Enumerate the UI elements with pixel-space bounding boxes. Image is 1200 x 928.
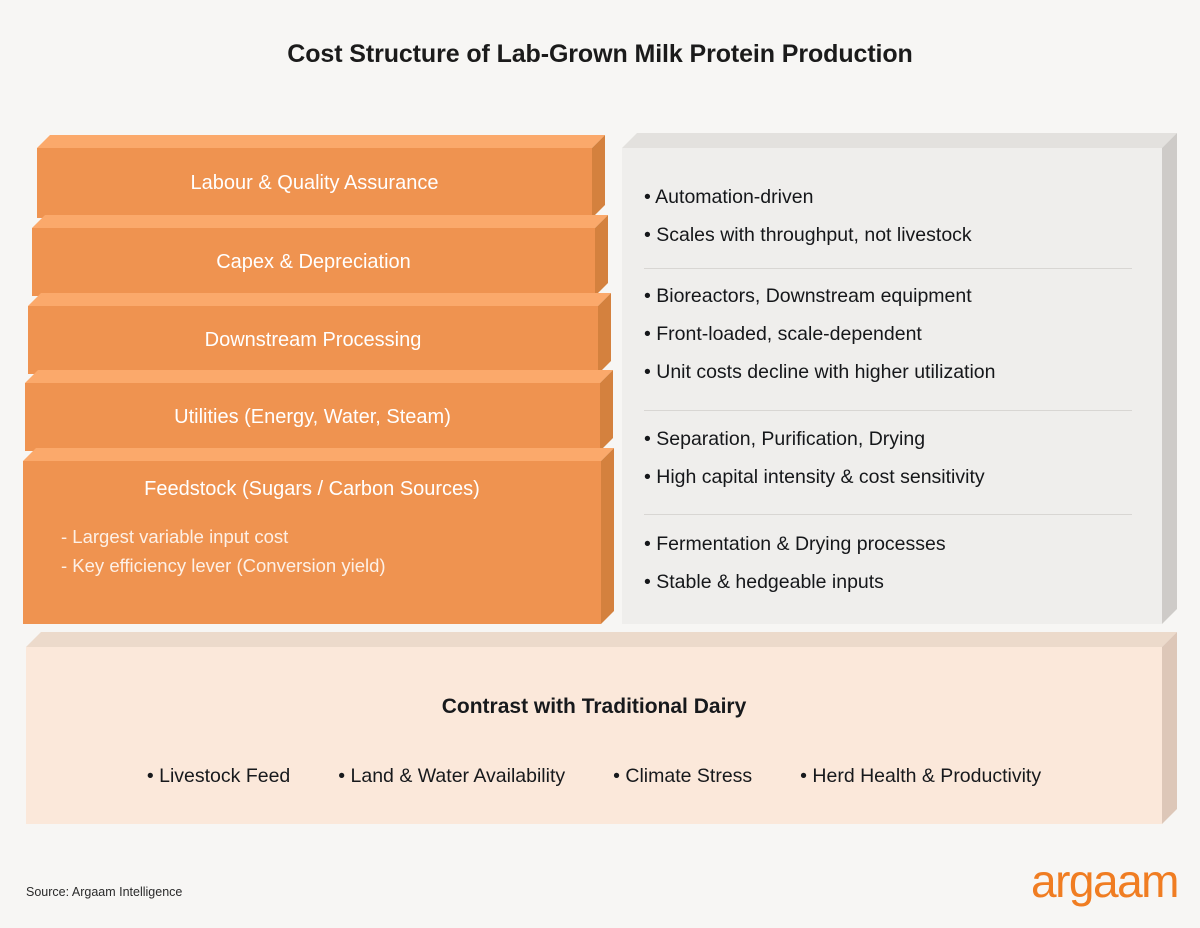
argaam-logo: argaam	[1031, 855, 1179, 907]
block-side-face	[598, 293, 611, 374]
details-panel: • Automation-driven • Scales with throug…	[622, 133, 1177, 624]
details-line: • Automation-driven	[644, 186, 814, 208]
contrast-item: • Land & Water Availability	[338, 765, 566, 787]
details-line: • Separation, Purification, Drying	[644, 428, 926, 450]
details-line: • Unit costs decline with higher utiliza…	[644, 361, 996, 384]
contrast-top-face	[26, 632, 1177, 647]
block-front-face: Downstream Processing	[28, 306, 598, 374]
block-front-face: Utilities (Energy, Water, Steam)	[25, 383, 600, 451]
details-group-capex: • Bioreactors, Downstream equipment • Fr…	[644, 277, 1148, 391]
cost-block-feedstock: Feedstock (Sugars / Carbon Sources) - La…	[23, 448, 614, 624]
page-title: Cost Structure of Lab-Grown Milk Protein…	[287, 40, 913, 68]
cost-block-downstream: Downstream Processing	[28, 293, 611, 374]
source-note: Source: Argaam Intelligence	[26, 885, 183, 899]
cost-block-label: Capex & Depreciation	[216, 251, 411, 273]
details-line: • Fermentation & Drying processes	[644, 533, 946, 555]
cost-block-labour: Labour & Quality Assurance	[37, 135, 605, 218]
cost-block-sublist: - Largest variable input cost - Key effi…	[61, 523, 386, 580]
block-front-face: Feedstock (Sugars / Carbon Sources) - La…	[23, 461, 601, 624]
block-side-face	[595, 215, 608, 296]
details-line: • Scales with throughput, not livestock	[644, 224, 972, 247]
details-divider	[644, 514, 1132, 515]
details-divider	[644, 268, 1132, 269]
block-top-face	[28, 293, 611, 306]
block-side-face	[592, 135, 605, 218]
contrast-side-face	[1162, 632, 1177, 824]
block-top-face	[25, 370, 613, 383]
cost-block-label: Labour & Quality Assurance	[190, 172, 439, 194]
panel-top-face	[622, 133, 1177, 148]
cost-block-label: Feedstock (Sugars / Carbon Sources)	[144, 478, 480, 500]
panel-side-face	[1162, 133, 1177, 624]
details-line: • High capital intensity & cost sensitiv…	[644, 466, 985, 489]
details-line: • Front-loaded, scale-dependent	[644, 323, 922, 346]
details-group-utilities-feedstock: • Fermentation & Drying processes • Stab…	[644, 525, 1148, 601]
cost-block-capex: Capex & Depreciation	[32, 215, 608, 296]
details-divider	[644, 410, 1132, 411]
contrast-item: • Climate Stress	[613, 765, 753, 787]
block-side-face	[600, 370, 613, 451]
details-group-labour: • Automation-driven • Scales with throug…	[644, 178, 1148, 254]
block-top-face	[23, 448, 614, 461]
block-front-face: Labour & Quality Assurance	[37, 148, 592, 218]
cost-block-label: Downstream Processing	[204, 329, 422, 351]
block-top-face	[32, 215, 608, 228]
panel-front-face: • Automation-driven • Scales with throug…	[622, 148, 1162, 624]
block-side-face	[601, 448, 614, 624]
contrast-panel: Contrast with Traditional Dairy • Livest…	[26, 632, 1177, 824]
contrast-item-list: • Livestock Feed • Land & Water Availabi…	[26, 765, 1162, 788]
contrast-front-face: Contrast with Traditional Dairy • Livest…	[26, 647, 1162, 824]
details-line: • Stable & hedgeable inputs	[644, 571, 884, 594]
details-group-downstream: • Separation, Purification, Drying • Hig…	[644, 420, 1148, 496]
cost-block-subline: - Largest variable input cost	[61, 526, 289, 547]
cost-block-subline: - Key efficiency lever (Conversion yield…	[61, 554, 386, 576]
contrast-title: Contrast with Traditional Dairy	[441, 695, 747, 718]
cost-block-label: Utilities (Energy, Water, Steam)	[174, 406, 451, 428]
cost-block-utilities: Utilities (Energy, Water, Steam)	[25, 370, 613, 451]
contrast-item: • Herd Health & Productivity	[800, 765, 1042, 787]
details-line: • Bioreactors, Downstream equipment	[644, 285, 972, 307]
block-top-face	[37, 135, 605, 148]
block-front-face: Capex & Depreciation	[32, 228, 595, 296]
contrast-item: • Livestock Feed	[146, 765, 291, 787]
